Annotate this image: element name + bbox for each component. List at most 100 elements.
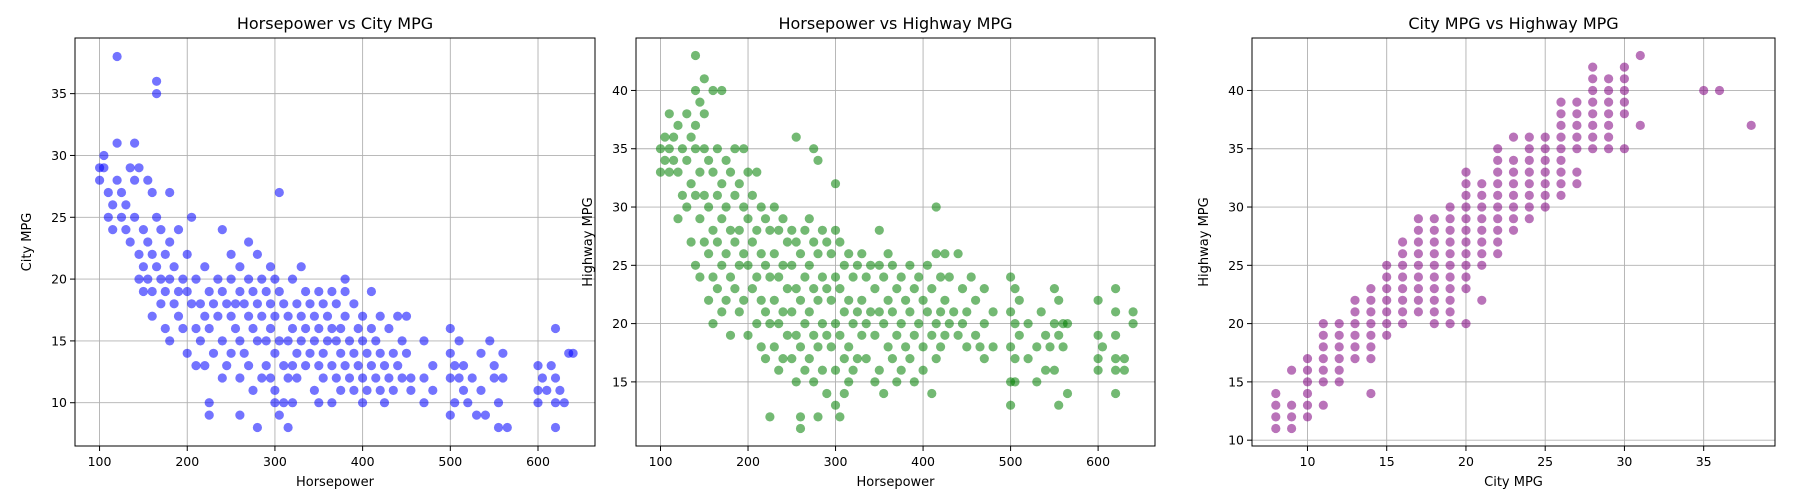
scatter-point xyxy=(165,187,175,198)
scatter-point xyxy=(283,336,293,346)
scatter-point xyxy=(1287,412,1297,422)
scatter-point xyxy=(927,388,937,399)
scatter-point xyxy=(265,373,276,383)
scatter-point xyxy=(848,365,858,375)
scatter-point xyxy=(686,179,696,189)
scatter-point xyxy=(1049,284,1059,294)
scatter-point xyxy=(1429,319,1439,329)
scatter-point xyxy=(287,398,298,408)
scatter-point xyxy=(371,336,381,346)
scatter-point xyxy=(883,249,893,259)
scatter-point xyxy=(1429,284,1439,294)
scatter-point xyxy=(769,295,779,305)
scatter-point xyxy=(336,348,346,358)
scatter-point xyxy=(760,260,771,270)
scatter-point xyxy=(800,365,810,375)
plot-frame xyxy=(635,37,1156,447)
scatter-point xyxy=(283,422,293,433)
scatter-point xyxy=(143,274,153,284)
scatter-point xyxy=(1062,388,1073,399)
scatter-point xyxy=(756,342,766,352)
scatter-point xyxy=(318,348,328,358)
scatter-point xyxy=(134,274,144,284)
scatter-point xyxy=(725,272,736,282)
scatter-point xyxy=(1413,237,1423,247)
scatter-point xyxy=(454,336,464,346)
scatter-point xyxy=(1318,365,1328,375)
scatter-point xyxy=(1128,307,1138,317)
scatter-point xyxy=(874,225,884,235)
y-tick-label: 35 xyxy=(1228,141,1244,156)
scatter-point xyxy=(103,187,113,198)
scatter-point xyxy=(1477,295,1487,305)
scatter-point xyxy=(1093,365,1103,375)
scatter-point xyxy=(1318,319,1328,329)
scatter-point xyxy=(1366,330,1376,340)
scatter-point xyxy=(1508,179,1519,189)
scatter-point xyxy=(1524,179,1534,189)
scatter-point xyxy=(165,336,175,346)
scatter-point xyxy=(795,249,806,259)
x-tick-label: 300 xyxy=(263,454,287,469)
scatter-point xyxy=(1588,85,1598,96)
scatter-point xyxy=(835,412,845,422)
scatter-point xyxy=(1572,179,1582,189)
scatter-point xyxy=(1556,109,1566,119)
scatter-point xyxy=(857,249,867,259)
scatter-point xyxy=(979,284,989,294)
scatter-point xyxy=(445,323,455,334)
y-tick-label: 25 xyxy=(51,210,67,225)
scatter-point xyxy=(813,249,823,259)
scatter-point xyxy=(182,348,192,358)
scatter-point xyxy=(1556,155,1566,165)
scatter-point xyxy=(1461,319,1471,329)
scatter-point xyxy=(879,388,889,399)
scatter-point xyxy=(305,348,315,358)
scatter-point xyxy=(292,299,302,309)
scatter-point xyxy=(1350,330,1360,340)
scatter-point xyxy=(1413,295,1423,305)
scatter-point xyxy=(1010,284,1020,294)
scatter-point xyxy=(1604,85,1614,96)
x-axis-label: Horsepower xyxy=(296,475,375,490)
scatter-point xyxy=(375,348,385,358)
scatter-point xyxy=(309,336,319,346)
scatter-point xyxy=(791,284,801,294)
scatter-point xyxy=(121,200,131,210)
scatter-point xyxy=(1524,202,1534,212)
scatter-point xyxy=(699,190,709,200)
scatter-point xyxy=(152,212,162,222)
scatter-point xyxy=(235,410,245,420)
scatter-point xyxy=(1111,354,1121,364)
scatter-point xyxy=(909,284,919,294)
scatter-point xyxy=(664,109,674,119)
scatter-point xyxy=(138,262,148,272)
scatter-point xyxy=(489,373,499,383)
scatter-point xyxy=(712,144,723,154)
scatter-point xyxy=(1014,295,1024,305)
scatter-point xyxy=(480,410,490,420)
scatter-point xyxy=(366,361,376,371)
y-tick-label: 10 xyxy=(51,395,67,410)
scatter-point xyxy=(690,50,701,61)
scatter-point xyxy=(1010,377,1020,387)
chart-title: Horsepower vs City MPG xyxy=(237,14,433,33)
scatter-point xyxy=(734,225,744,235)
scatter-point xyxy=(445,348,455,358)
scatter-point xyxy=(533,361,543,371)
scatter-point xyxy=(283,311,293,321)
scatter-point xyxy=(1524,132,1534,142)
scatter-point xyxy=(195,336,205,346)
scatter-point xyxy=(1445,284,1455,294)
scatter-point xyxy=(1540,179,1550,189)
scatter-point xyxy=(1461,214,1471,224)
scatter-point xyxy=(708,85,718,96)
scatter-point xyxy=(979,319,989,329)
scatter-point xyxy=(1477,179,1487,189)
scatter-point xyxy=(1556,190,1566,200)
scatter-point xyxy=(848,272,858,282)
scatter-point xyxy=(379,361,390,371)
scatter-point xyxy=(962,307,972,317)
scatter-point xyxy=(217,373,227,383)
